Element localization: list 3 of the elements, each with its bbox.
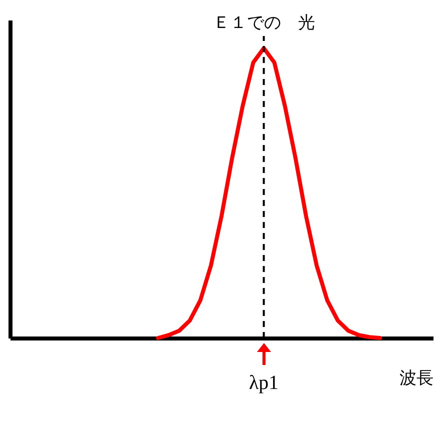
text: λp1 [248,372,279,394]
chart-title: Ｅ１での 光 [212,13,315,33]
x-axis-title: 波長 [400,368,434,388]
